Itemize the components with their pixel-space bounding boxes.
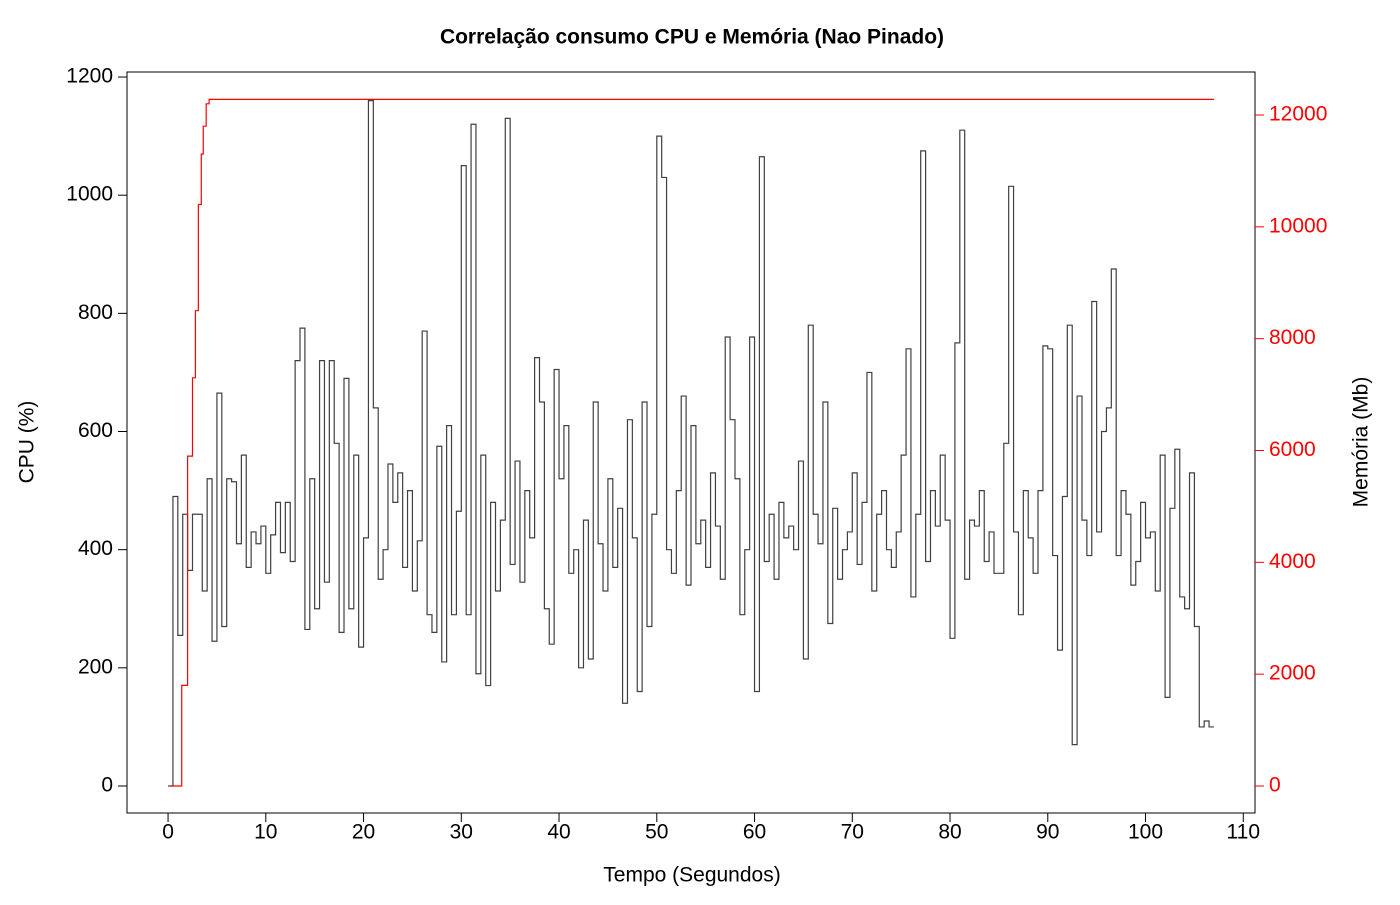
- y-tick-label: 0: [101, 774, 113, 797]
- x-tick-label: 110: [1227, 821, 1260, 844]
- chart-title: Correlação consumo CPU e Memória (Nao Pi…: [440, 26, 944, 49]
- data-line: [170, 98, 1214, 787]
- y2-tick-label: 4000: [1269, 550, 1316, 573]
- y-tick-label: 200: [78, 655, 113, 678]
- x-tick-label: 70: [841, 821, 864, 844]
- y2-tick-label: 10000: [1269, 214, 1327, 237]
- y2-axis-label: Memória (Mb): [1350, 377, 1373, 508]
- x-tick-label: 60: [743, 821, 766, 844]
- x-tick-label: 50: [645, 821, 668, 844]
- x-tick-label: 30: [450, 821, 473, 844]
- y2-tick-label: 8000: [1269, 326, 1316, 349]
- y-tick-label: 600: [78, 419, 113, 442]
- x-tick-label: 0: [162, 821, 174, 844]
- x-tick-label: 20: [352, 821, 375, 844]
- y2-tick-label: 0: [1269, 774, 1281, 797]
- x-tick-label: 40: [547, 821, 570, 844]
- y-tick-label: 800: [78, 301, 113, 324]
- y-tick-label: 1200: [66, 65, 113, 88]
- data-line: [168, 100, 1214, 787]
- y2-tick-label: 2000: [1269, 662, 1316, 685]
- y-tick-label: 1000: [66, 183, 113, 206]
- x-tick-label: 90: [1036, 821, 1059, 844]
- y2-tick-label: 6000: [1269, 438, 1316, 461]
- x-tick-label: 80: [938, 821, 961, 844]
- x-tick-label: 100: [1128, 821, 1163, 844]
- plot-frame: [126, 71, 1256, 814]
- y-tick-label: 400: [78, 537, 113, 560]
- x-axis-label: Tempo (Segundos): [603, 864, 780, 887]
- y2-tick-label: 12000: [1269, 103, 1327, 126]
- y-axis-label: CPU (%): [16, 401, 39, 484]
- x-tick-label: 10: [254, 821, 277, 844]
